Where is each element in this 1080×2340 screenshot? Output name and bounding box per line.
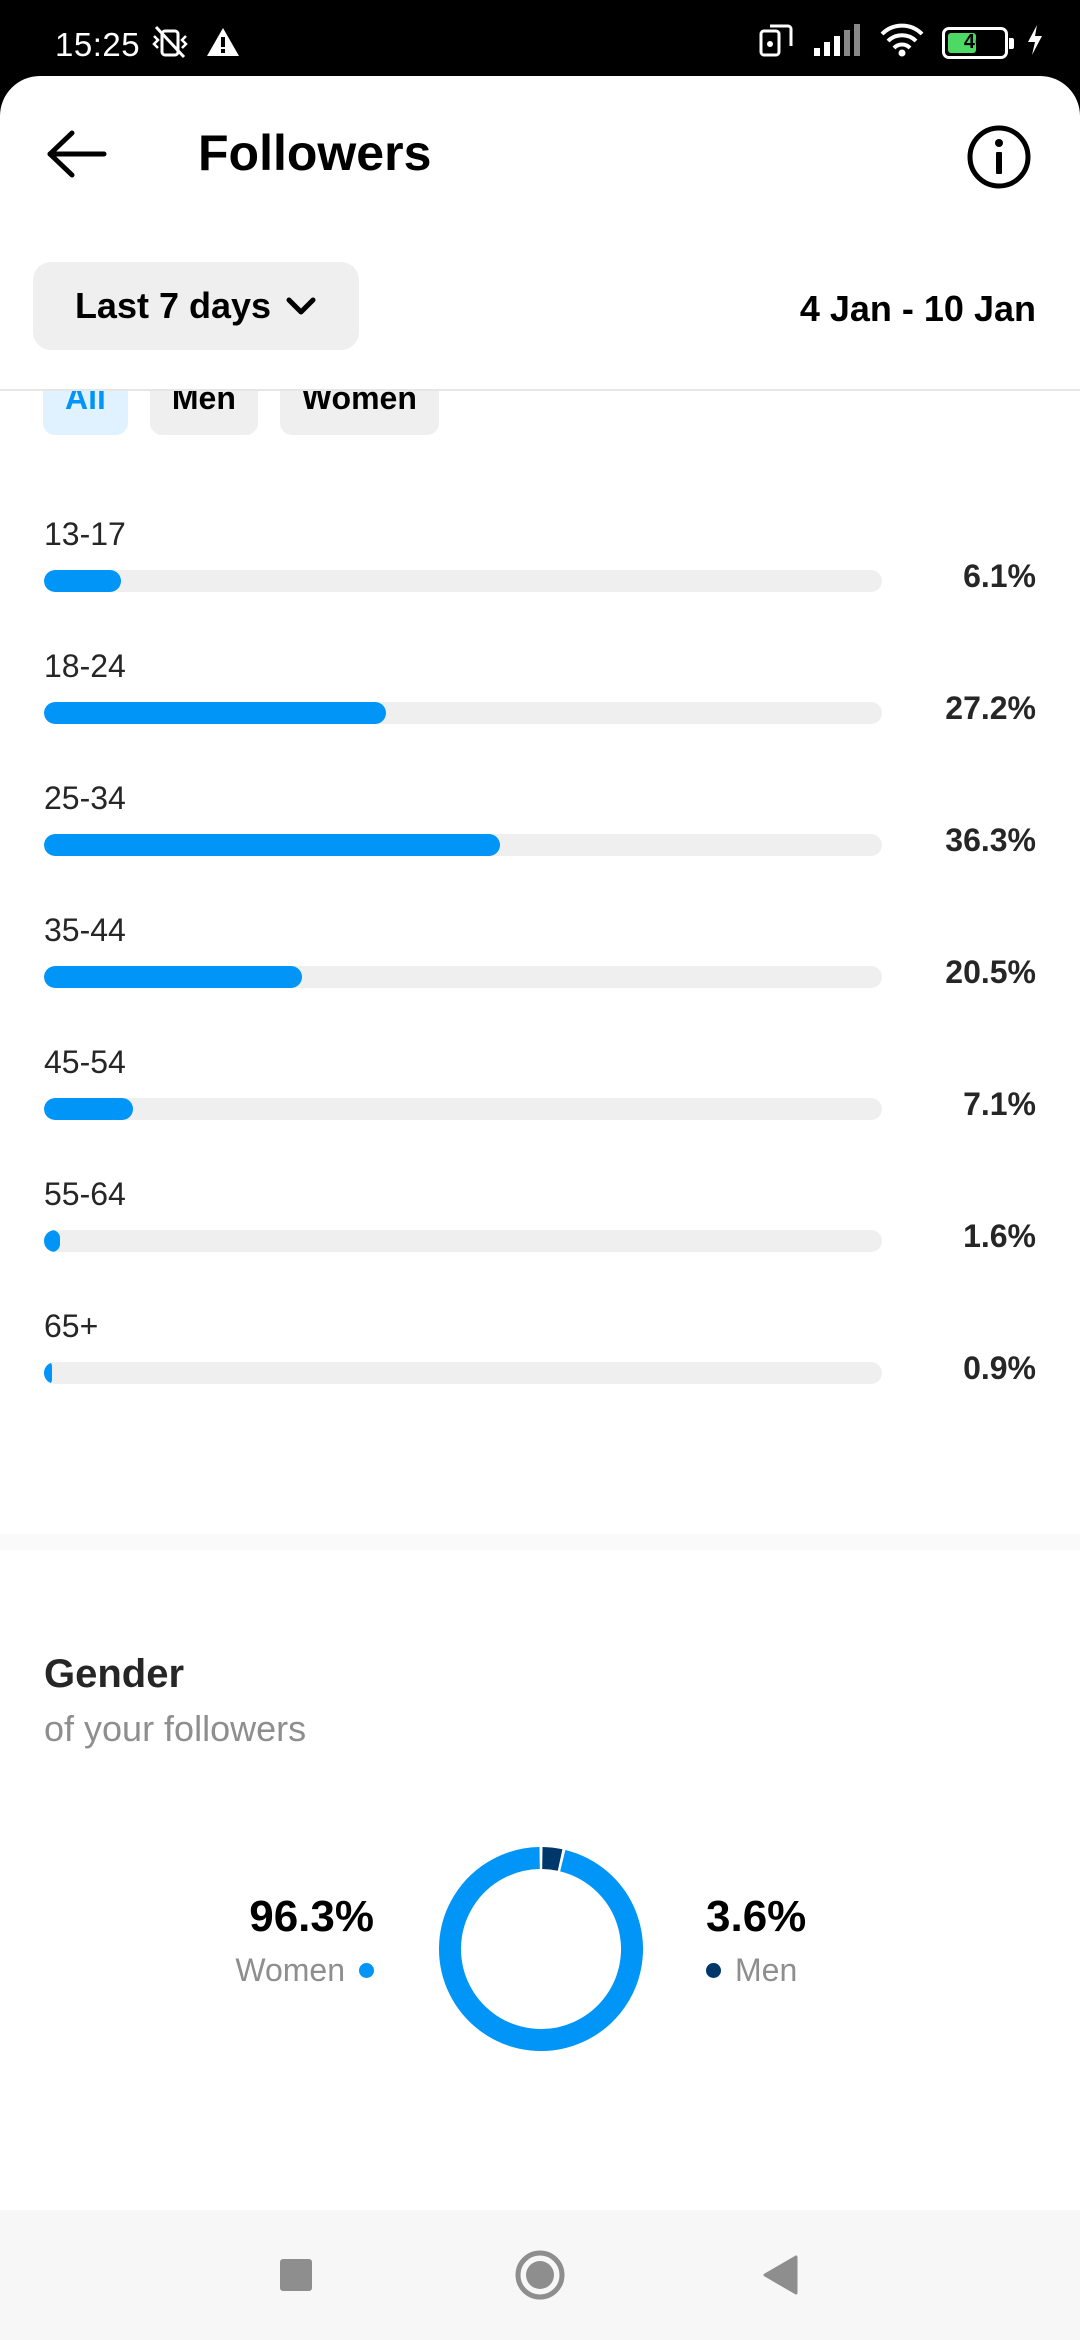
home-button[interactable] (470, 2210, 610, 2340)
donut-slice-men (541, 1847, 563, 1871)
status-bar: 15:25 (0, 0, 1080, 80)
age-range-row: 18-24 27.2% (0, 648, 1080, 780)
gender-women-value: 96.3% (249, 1892, 374, 1941)
gender-title: Gender (44, 1652, 185, 1696)
followers-sheet: Followers Last 7 days 4 Jan - 10 Jan All… (0, 76, 1080, 2340)
wifi-icon (880, 23, 924, 62)
age-range-bar-track (44, 570, 882, 592)
chevron-down-icon (286, 297, 316, 315)
age-range-percent: 27.2% (945, 690, 1036, 726)
age-range-row: 13-17 6.1% (0, 516, 1080, 648)
section-separator (0, 1534, 1080, 1550)
age-range-bar-track (44, 834, 882, 856)
gender-men-stat: 3.6% Men (706, 1892, 806, 1989)
age-range-bar-fill (44, 1230, 60, 1252)
screen-mirror-icon (758, 22, 794, 63)
page-title: Followers (198, 125, 432, 181)
battery-level: 46 (963, 31, 987, 53)
age-range-bar-fill (44, 570, 121, 592)
age-range-bar-track (44, 1098, 882, 1120)
info-button[interactable] (966, 124, 1032, 190)
segment-filter-clip: All Men Women (0, 391, 1080, 531)
age-range-label: 25-34 (44, 780, 126, 816)
segment-filter: All Men Women (43, 391, 439, 435)
gender-men-legend: Men (706, 1952, 806, 1989)
age-range-percent: 0.9% (963, 1350, 1036, 1386)
age-range-percent: 1.6% (963, 1218, 1036, 1254)
segment-chip-all[interactable]: All (43, 391, 128, 435)
back-button[interactable] (40, 118, 112, 190)
gender-men-value: 3.6% (706, 1892, 807, 1941)
gender-donut-chart (438, 1846, 644, 2052)
segment-chip-men[interactable]: Men (149, 391, 258, 435)
date-range-dropdown[interactable]: Last 7 days (33, 262, 359, 350)
info-icon (967, 125, 1031, 189)
age-range-percent: 7.1% (963, 1086, 1036, 1122)
home-circle-icon (515, 2250, 565, 2300)
age-range-bar-track (44, 966, 882, 988)
age-range-label: 18-24 (44, 648, 126, 684)
battery-icon: 46 (942, 26, 1014, 59)
women-legend-dot-icon (359, 1963, 374, 1978)
age-range-label: 65+ (44, 1308, 99, 1344)
age-range-label: 13-17 (44, 516, 126, 552)
header: Followers (0, 76, 1080, 226)
status-right-icons: 46 (758, 22, 1044, 63)
battery-fill (948, 32, 976, 53)
age-range-row: 35-44 20.5% (0, 912, 1080, 1044)
arrow-left-icon (47, 130, 107, 178)
signal-icon (812, 24, 862, 61)
age-range-row: 45-54 7.1% (0, 1044, 1080, 1176)
system-nav-bar (0, 2210, 1080, 2340)
gender-donut-svg (439, 1847, 643, 2051)
age-range-label: 55-64 (44, 1176, 126, 1212)
men-legend-dot-icon (706, 1963, 721, 1978)
age-range-row: 65+ 0.9% (0, 1308, 1080, 1440)
age-range-bar-fill (44, 834, 501, 856)
age-range-label: 35-44 (44, 912, 126, 948)
gender-subtitle: of your followers (44, 1708, 307, 1749)
status-left-icons (148, 24, 240, 65)
age-range-bar-fill (44, 966, 302, 988)
age-range-bar-fill (44, 1362, 52, 1384)
age-range-percent: 36.3% (945, 822, 1036, 858)
age-range-row: 25-34 36.3% (0, 780, 1080, 912)
age-range-percent: 20.5% (945, 954, 1036, 990)
gender-women-legend: Women (235, 1952, 374, 1989)
alert-icon (206, 26, 240, 63)
back-triangle-icon (763, 2255, 798, 2295)
recents-button[interactable] (226, 2210, 366, 2340)
filter-row: Last 7 days 4 Jan - 10 Jan (0, 262, 1080, 358)
age-range-row: 55-64 1.6% (0, 1176, 1080, 1308)
divider (0, 389, 1080, 391)
gender-women-stat: 96.3% Women (235, 1892, 374, 1989)
age-range-bar-fill (44, 1098, 134, 1120)
status-time: 15:25 (55, 26, 141, 63)
back-nav-button[interactable] (710, 2210, 850, 2340)
mute-vibrate-icon (148, 24, 192, 65)
gender-women-label: Women (235, 1952, 345, 1988)
age-range-percent: 6.1% (963, 558, 1036, 594)
date-range-dropdown-label: Last 7 days (74, 285, 272, 326)
segment-chip-women[interactable]: Women (279, 391, 439, 435)
age-range-bar-track (44, 702, 882, 724)
gender-men-label: Men (735, 1952, 798, 1988)
age-range-bar-track (44, 1362, 882, 1384)
age-range-bar-fill (44, 702, 386, 724)
donut-slice-women (439, 1847, 643, 2051)
charging-icon (1026, 24, 1044, 61)
date-range-text: 4 Jan - 10 Jan (799, 288, 1036, 329)
age-range-label: 45-54 (44, 1044, 126, 1080)
age-range-bar-track (44, 1230, 882, 1252)
recents-square-icon (280, 2259, 312, 2291)
